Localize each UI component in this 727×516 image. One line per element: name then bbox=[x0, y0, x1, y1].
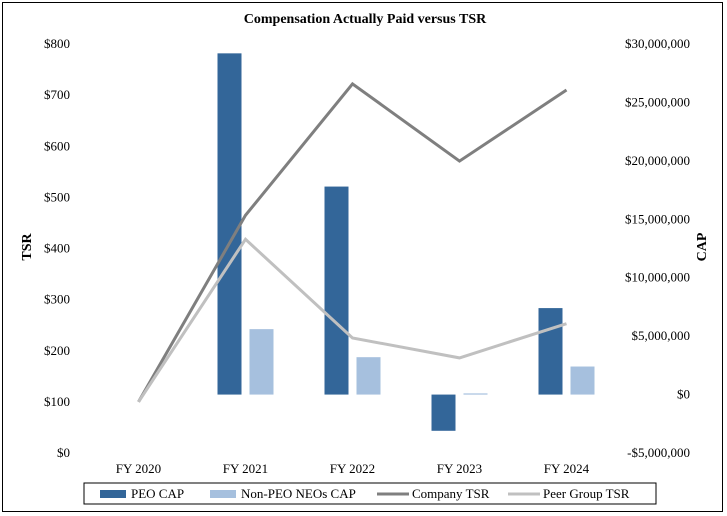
left-axis-ticks: $0 $100 $200 $300 $400 $500 $600 $700 $800 bbox=[44, 36, 70, 460]
category-label: FY 2022 bbox=[330, 461, 375, 476]
right-axis-label: CAP bbox=[695, 232, 710, 261]
right-tick-label: $5,000,000 bbox=[632, 328, 691, 343]
left-tick-label: $600 bbox=[44, 138, 70, 153]
right-axis-ticks: -$5,000,000 $0 $5,000,000 $10,000,000 $15,00… bbox=[625, 36, 690, 460]
category-label: FY 2020 bbox=[116, 461, 161, 476]
left-tick-label: $400 bbox=[44, 241, 70, 256]
peo-cap-bar bbox=[324, 186, 349, 395]
legend-non-peo-cap-label: Non-PEO NEOs CAP bbox=[241, 486, 356, 501]
legend-peer-group-tsr-label: Peer Group TSR bbox=[543, 486, 630, 501]
category-label: FY 2024 bbox=[544, 461, 590, 476]
legend-peo-cap-label: PEO CAP bbox=[131, 486, 184, 501]
left-tick-label: $700 bbox=[44, 87, 70, 102]
bars bbox=[217, 53, 595, 431]
right-tick-label: -$5,000,000 bbox=[627, 445, 690, 460]
non-peo-cap-bar bbox=[249, 329, 274, 395]
right-tick-label: $20,000,000 bbox=[625, 153, 690, 168]
right-tick-label: $25,000,000 bbox=[625, 94, 690, 109]
left-axis-label: TSR bbox=[20, 232, 35, 260]
right-tick-label: $30,000,000 bbox=[625, 36, 690, 51]
right-tick-label: $15,000,000 bbox=[625, 211, 690, 226]
left-tick-label: $300 bbox=[44, 292, 70, 307]
peo-cap-bar bbox=[431, 394, 456, 431]
left-tick-label: $200 bbox=[44, 343, 70, 358]
chart-title: Compensation Actually Paid versus TSR bbox=[244, 12, 487, 27]
left-tick-label: $800 bbox=[44, 36, 70, 51]
legend-peo-cap-swatch bbox=[100, 490, 126, 498]
lines bbox=[137, 81, 568, 403]
right-tick-label: $0 bbox=[677, 387, 690, 402]
legend-company-tsr-label: Company TSR bbox=[412, 486, 490, 501]
non-peo-cap-bar bbox=[463, 393, 488, 395]
legend-non-peo-cap-swatch bbox=[210, 490, 236, 498]
category-label: FY 2021 bbox=[223, 461, 268, 476]
peo-cap-bar bbox=[538, 308, 563, 395]
left-tick-label: $100 bbox=[44, 394, 70, 409]
category-label: FY 2023 bbox=[437, 461, 482, 476]
non-peo-cap-bar bbox=[356, 357, 381, 395]
right-tick-label: $10,000,000 bbox=[625, 270, 690, 285]
left-tick-label: $500 bbox=[44, 189, 70, 204]
peer-group-tsr-line bbox=[137, 236, 567, 403]
legend-box bbox=[83, 482, 657, 505]
category-labels: FY 2020 FY 2021 FY 2022 FY 2023 FY 2024 bbox=[116, 461, 590, 476]
non-peo-cap-bar bbox=[570, 366, 595, 395]
legend: PEO CAP Non-PEO NEOs CAP Company TSR Peer G… bbox=[83, 482, 657, 505]
peo-cap-bar bbox=[217, 53, 242, 395]
left-tick-label: $0 bbox=[57, 445, 70, 460]
company-tsr-line bbox=[137, 81, 568, 403]
